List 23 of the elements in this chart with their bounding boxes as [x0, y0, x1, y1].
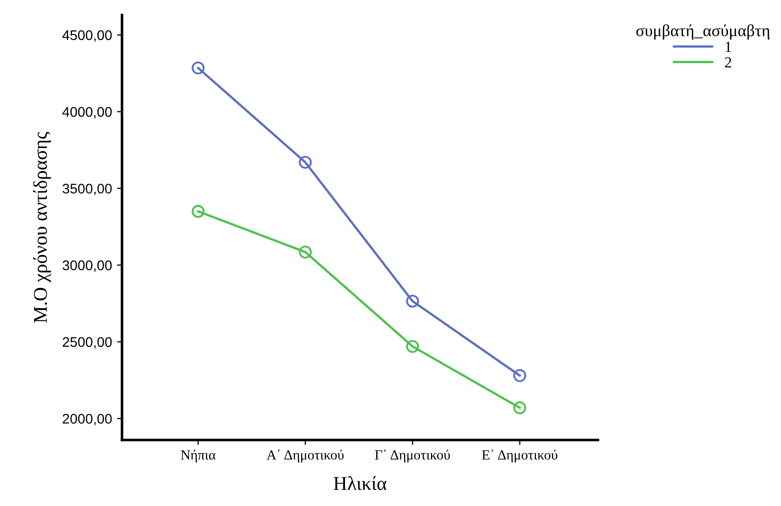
- y-tick-label: 4500,00: [62, 30, 112, 42]
- point: [192, 204, 205, 218]
- y-tick-label: 4000,00: [62, 106, 112, 118]
- x-axis-title: Ηλικία: [334, 476, 386, 490]
- point: [298, 246, 312, 259]
- legend-title: συμβατή_ασύμαβτη: [636, 24, 770, 40]
- x-tick-label: Α΄ Δημοτικού: [266, 450, 344, 462]
- x-tick-label: Γ΄ Δημοτικού: [375, 450, 450, 462]
- point: [406, 340, 419, 353]
- point: [513, 369, 526, 382]
- y-axis-title: Μ.Ο χρόνου αντίδρασης: [33, 132, 51, 323]
- x-tick-label: Νήπια: [180, 450, 216, 462]
- point: [298, 156, 312, 169]
- x-tick-label: Ε΄ Δημοτικού: [482, 450, 558, 462]
- y-tick-label: 3500,00: [62, 184, 112, 196]
- legend-label: 1: [726, 42, 732, 52]
- legend-label: 2: [725, 57, 732, 68]
- point: [513, 401, 526, 414]
- y-tick-label: 3000,00: [62, 260, 112, 272]
- y-tick-label: 2500,00: [62, 337, 112, 349]
- y-tick-label: 2000,00: [62, 414, 112, 426]
- point: [192, 61, 205, 74]
- point: [406, 294, 419, 308]
